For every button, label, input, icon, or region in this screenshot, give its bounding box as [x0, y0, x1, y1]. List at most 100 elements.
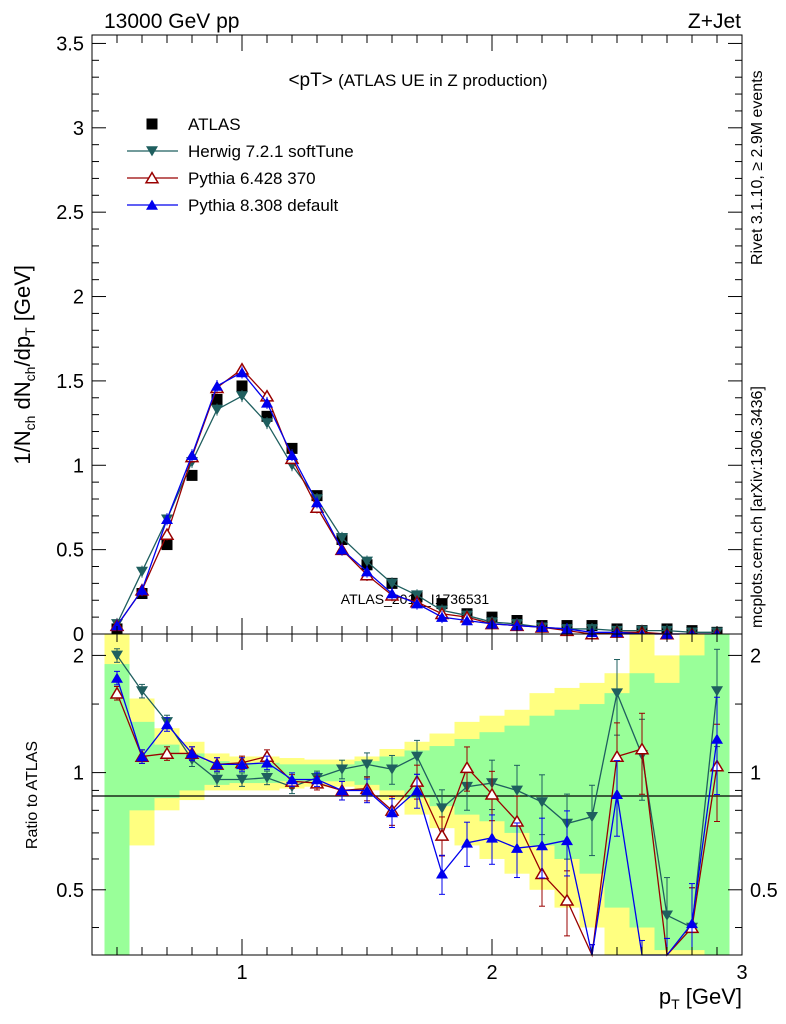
- ratio-point: [561, 834, 573, 846]
- main-point: [361, 566, 373, 577]
- main-point: [311, 496, 323, 508]
- ratio-point: [586, 811, 598, 823]
- ratio-point: [136, 686, 148, 697]
- main-point: [159, 527, 175, 540]
- ratio-point: [211, 774, 223, 785]
- mcplots-label: mcplots.cern.ch [arXiv:1306.3436]: [749, 386, 766, 628]
- main-point: [436, 611, 448, 622]
- main-point: [336, 533, 348, 544]
- ratio-point: [711, 733, 723, 744]
- xlabel: pT [GeV]: [659, 984, 742, 1012]
- ratio-point: [559, 893, 575, 906]
- ratio-point: [361, 785, 373, 796]
- ratio-series-2: [111, 670, 723, 956]
- ratio-point: [386, 764, 398, 775]
- ratio-point: [109, 686, 125, 699]
- ratio-point: [261, 757, 273, 768]
- ratio-point: [611, 788, 623, 800]
- ratio-point: [411, 785, 423, 796]
- legend-marker: [146, 118, 158, 130]
- header-right: Z+Jet: [688, 10, 741, 33]
- main-ytick-label: 2: [73, 287, 84, 309]
- ratio-point: [536, 840, 548, 851]
- ratio-point: [211, 758, 223, 770]
- ratio-ytick-label: 2: [73, 645, 84, 667]
- legend-label: Herwig 7.2.1 softTune: [188, 142, 354, 161]
- ratio-point: [386, 807, 398, 818]
- ratio-point: [261, 772, 273, 784]
- main-ytick-label: 0.5: [56, 540, 84, 562]
- main-point: [286, 449, 298, 460]
- main-point: [211, 380, 223, 391]
- ratio-point: [159, 746, 175, 759]
- legend-marker: [146, 199, 158, 210]
- legend-marker: [146, 146, 158, 157]
- main-point: [211, 404, 223, 415]
- ratio-point: [511, 785, 523, 796]
- legend-label: Pythia 6.428 370: [188, 169, 316, 188]
- legend-item-2: Pythia 6.428 370: [127, 169, 316, 188]
- legend-label: Pythia 8.308 default: [188, 196, 339, 215]
- legend-item-0: ATLAS: [146, 115, 241, 134]
- ratio-point: [686, 917, 698, 929]
- main-point: [386, 588, 398, 599]
- ratio-panel: 0.5 0.5 1 1 2 2 1 2 3: [56, 633, 778, 984]
- ratio-point: [111, 650, 123, 661]
- ratio-point: [336, 764, 348, 775]
- main-ytick-label: 2.5: [56, 202, 84, 224]
- main-ytick-label: 1.5: [56, 371, 84, 393]
- main-point: [236, 391, 248, 402]
- ratio-point: [436, 803, 448, 814]
- ratio-point: [311, 774, 323, 785]
- ratio-point: [361, 759, 373, 770]
- main-point: [436, 598, 448, 610]
- ratio-point: [111, 672, 123, 683]
- legend: ATLAS Herwig 7.2.1 softTune Pythia 6.428 3…: [127, 115, 354, 215]
- header-left: 13000 GeV pp: [104, 10, 239, 33]
- ratio-band-green: [104, 664, 130, 955]
- legend-item-3: Pythia 8.308 default: [127, 196, 339, 215]
- main-point: [236, 367, 248, 378]
- main-point: [261, 397, 273, 408]
- ratio-point: [136, 751, 148, 762]
- main-title: <pT> (ATLAS UE in Z production): [288, 70, 547, 91]
- main-series-3: [111, 366, 723, 640]
- ratio-point: [536, 797, 548, 808]
- main-point: [236, 380, 248, 392]
- main-ylabel: 1/Nch dNch/dpT [GeV]: [10, 265, 38, 465]
- main-point: [286, 442, 298, 454]
- legend-label: ATLAS: [188, 115, 241, 134]
- main-panel: <pT> (ATLAS UE in Z production) ATLAS_20…: [56, 33, 743, 646]
- main-ytick-label: 1: [73, 455, 84, 477]
- ratio-point: [661, 910, 673, 921]
- main-point: [161, 513, 173, 525]
- ratio-ytick-label-right: 2: [750, 645, 761, 667]
- main-point: [386, 578, 398, 589]
- main-point: [411, 598, 423, 609]
- ratio-point: [459, 760, 475, 774]
- ratio-point: [286, 774, 298, 785]
- ratio-point: [411, 751, 423, 762]
- legend-item-1: Herwig 7.2.1 softTune: [127, 142, 354, 161]
- ratio-point: [484, 787, 500, 800]
- ratio-point: [486, 832, 498, 843]
- main-point: [186, 449, 198, 460]
- ratio-ytick-label: 0.5: [56, 880, 84, 902]
- main-point: [511, 620, 523, 631]
- ratio-xtick-label: 1: [236, 962, 247, 984]
- main-point: [136, 566, 148, 577]
- main-ytick-label: 0: [73, 624, 84, 646]
- legend-marker: [144, 171, 160, 184]
- ratio-series-0: [111, 648, 723, 956]
- ratio-ylabel: Ratio to ATLAS: [24, 741, 41, 849]
- ratio-point: [634, 742, 650, 755]
- main-ytick-label: 3: [73, 118, 84, 140]
- ratio-ytick-label-right: 1: [750, 763, 761, 785]
- ratio-point: [434, 828, 450, 841]
- main-point: [136, 584, 148, 595]
- ratio-point: [611, 688, 623, 699]
- ratio-point: [236, 758, 248, 770]
- ratio-point: [711, 686, 723, 697]
- main-point: [261, 410, 273, 422]
